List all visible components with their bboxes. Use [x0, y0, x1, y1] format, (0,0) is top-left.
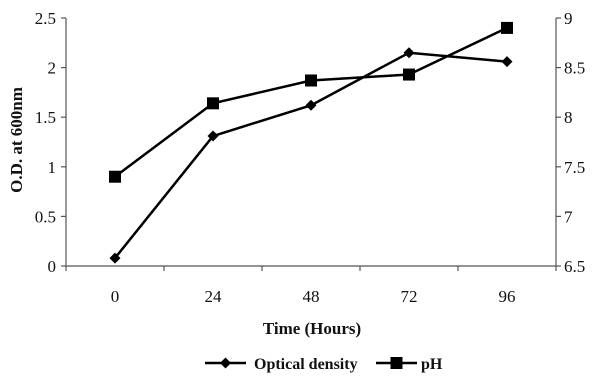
legend-label: Optical density: [254, 356, 358, 373]
y-left-tick-label: 2: [48, 59, 57, 78]
data-point: [207, 130, 219, 142]
y-left-tick-label: 0: [48, 257, 57, 276]
legend-marker: [220, 357, 231, 369]
x-axis-title: Time (Hours): [263, 319, 361, 338]
y-right-tick-label: 7: [564, 207, 573, 226]
series-0: [109, 47, 513, 264]
y-right-tick-label: 6.5: [564, 257, 585, 276]
y-right-tick-label: 8: [564, 108, 573, 127]
data-point: [109, 252, 121, 264]
data-point: [403, 47, 415, 59]
data-point: [109, 170, 121, 183]
x-tick-label: 48: [303, 287, 320, 306]
data-point: [305, 74, 317, 87]
axes: [61, 17, 561, 271]
y-right-tick-label: 7.5: [564, 158, 585, 177]
series-layer: [109, 21, 513, 264]
legend: Optical density pH: [205, 356, 443, 373]
x-tick-label: 96: [499, 287, 516, 306]
legend-marker: [390, 357, 403, 369]
y-left-tick-label: 2.5: [35, 9, 56, 28]
x-tick-label: 24: [205, 287, 223, 306]
data-point: [501, 21, 513, 34]
y-right-tick-label: 9: [564, 9, 573, 28]
tick-labels: 0 0.5 1 1.5 2 2.5 6.5 7 7.5 8 8.5 9 0 24 48 72 96: [35, 9, 586, 306]
x-tick-label: 72: [401, 287, 418, 306]
legend-item: pH: [376, 356, 443, 373]
series-1: [109, 21, 513, 183]
y-left-tick-label: 1.5: [35, 108, 56, 127]
y-left-tick-label: 0.5: [35, 207, 56, 226]
data-point: [501, 56, 513, 68]
x-tick-label: 0: [111, 287, 120, 306]
y-left-tick-label: 1: [48, 158, 57, 177]
y-axis-left-title: O.D. at 600nm: [7, 87, 26, 193]
legend-label: pH: [421, 356, 443, 373]
legend-item: Optical density: [205, 356, 358, 373]
data-point: [403, 68, 415, 81]
y-right-tick-label: 8.5: [564, 59, 585, 78]
data-point: [305, 99, 317, 111]
data-point: [207, 97, 219, 110]
